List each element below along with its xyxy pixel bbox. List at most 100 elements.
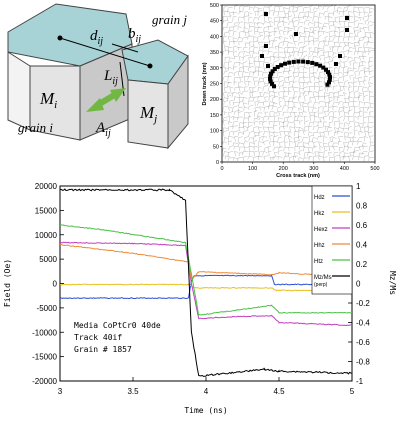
chart-x-tick-label: 3.5 bbox=[127, 387, 139, 396]
map-y-tick-label: 150 bbox=[210, 113, 219, 119]
chart-y2-tick-label: 0.2 bbox=[356, 260, 368, 269]
dij-label: dij bbox=[90, 28, 103, 47]
chart-y2-tick-label: 0.4 bbox=[356, 241, 368, 250]
mi-label: Mi bbox=[39, 89, 57, 111]
highlighted-grain bbox=[301, 59, 306, 64]
legend-label: Hdz bbox=[314, 195, 325, 201]
grain-j-side-face bbox=[167, 54, 189, 150]
grain-map: 0 100 200 300 400 500 0 50 100 150 200 250 300 350 40… bbox=[202, 3, 380, 179]
map-y-tick-label: 0 bbox=[216, 160, 219, 166]
highlighted-grain bbox=[328, 75, 332, 80]
chart-series-lines bbox=[59, 188, 353, 377]
highlighted-grain bbox=[279, 63, 284, 68]
annotation-line-2: Track 40if bbox=[74, 333, 122, 342]
highlighted-grain bbox=[270, 69, 275, 74]
legend-label: Htz bbox=[314, 259, 323, 265]
map-y-tick-label: 450 bbox=[210, 19, 219, 25]
chart-y-tick-label: 10000 bbox=[35, 231, 58, 240]
chart-x-ticks: 3 3.5 4 4.5 5 bbox=[58, 377, 355, 396]
map-y-tick-label: 50 bbox=[213, 144, 219, 150]
chart-y-tick-label: -10000 bbox=[32, 328, 57, 337]
map-y-tick-label: 500 bbox=[210, 3, 219, 9]
highlighted-grain bbox=[275, 65, 280, 69]
highlighted-grain bbox=[324, 67, 328, 72]
legend-label: Mz/Ms bbox=[314, 275, 332, 281]
highlighted-grain bbox=[268, 76, 272, 81]
chart-y-tick-label: -15000 bbox=[32, 353, 57, 362]
chart-y-tick-label: 20000 bbox=[35, 182, 58, 191]
grain-map-y-ticks: 0 50 100 150 200 250 300 350 400 450 500 bbox=[210, 3, 222, 166]
chart-x-tick-label: 3 bbox=[58, 387, 63, 396]
chart-y-tick-label: 15000 bbox=[35, 206, 58, 215]
map-x-tick-label: 0 bbox=[220, 166, 223, 172]
chart-y2-tick-label: 0 bbox=[356, 280, 361, 289]
legend-label-sub: (perp) bbox=[314, 282, 328, 288]
grain-map-x-label: Cross track (nm) bbox=[276, 173, 320, 179]
chart-y2-tick-label: -0.8 bbox=[356, 358, 370, 367]
highlighted-grain bbox=[272, 84, 276, 89]
map-x-tick-label: 300 bbox=[309, 166, 318, 172]
highlighted-grain bbox=[291, 59, 296, 64]
highlighted-grain bbox=[345, 16, 349, 20]
chart-y2-tick-label: 1 bbox=[356, 182, 361, 191]
annotation-line-1: Media CoPtCr0 40de bbox=[74, 321, 161, 330]
bij-label: bij bbox=[128, 26, 141, 45]
highlighted-grain bbox=[264, 12, 268, 16]
highlighted-grain bbox=[338, 54, 342, 58]
highlighted-grain bbox=[321, 65, 326, 70]
chart-plot-area bbox=[59, 185, 353, 382]
highlighted-grain bbox=[296, 59, 301, 64]
map-y-tick-label: 100 bbox=[210, 129, 219, 135]
map-y-tick-label: 300 bbox=[210, 66, 219, 72]
highlighted-grain bbox=[327, 77, 332, 82]
highlighted-grain bbox=[287, 60, 292, 65]
chart-y-tick-label: 5000 bbox=[39, 255, 57, 264]
highlighted-grain bbox=[318, 63, 323, 68]
annotation-line-3: Grain # 1857 bbox=[74, 345, 132, 354]
map-x-tick-label: 100 bbox=[248, 166, 257, 172]
chart-y2-tick-label: 0.8 bbox=[356, 202, 368, 211]
series-line-hexz bbox=[59, 241, 353, 327]
chart-y2-tick-label: -1 bbox=[356, 377, 364, 386]
highlighted-grain bbox=[272, 67, 277, 71]
chart-y2-label: Mz/Ms bbox=[388, 271, 397, 295]
highlighted-grain bbox=[260, 54, 264, 58]
highlighted-grain bbox=[294, 32, 298, 36]
grain-i-center-dot bbox=[57, 35, 63, 41]
highlighted-grain bbox=[305, 60, 310, 65]
bij-line bbox=[111, 43, 139, 53]
map-y-tick-label: 350 bbox=[210, 50, 219, 56]
highlighted-grain bbox=[268, 74, 273, 79]
mj-label: Mj bbox=[139, 103, 157, 125]
map-x-tick-label: 500 bbox=[370, 166, 379, 172]
grain-cells bbox=[221, 4, 376, 164]
highlighted-grain bbox=[270, 81, 274, 86]
chart-y2-tick-label: -0.6 bbox=[356, 338, 370, 347]
highlighted-grain bbox=[268, 79, 273, 84]
chart-y2-tick-label: 0.6 bbox=[356, 221, 368, 230]
map-y-tick-label: 200 bbox=[210, 97, 219, 103]
map-x-tick-label: 200 bbox=[279, 166, 288, 172]
grain-map-plot-area bbox=[221, 4, 376, 163]
chart-y-tick-label: 0 bbox=[53, 280, 58, 289]
chart-legend: Hdz Hkz Hexz Hhz Htz Mz/Ms(perp) bbox=[311, 185, 353, 295]
grain-boundaries bbox=[221, 4, 376, 164]
chart-y2-ticks: 1 0.8 0.6 0.4 0.2 0 -0.2 -0.4 -0.6 -0.8 -1 bbox=[348, 182, 370, 386]
series-line-hdz bbox=[59, 274, 353, 300]
grain-j-label: grain j bbox=[152, 12, 187, 27]
chart-y-tick-label: -5000 bbox=[37, 304, 58, 313]
legend-label: Hkz bbox=[314, 211, 324, 217]
chart-annotation: Media CoPtCr0 40de Track 40if Grain # 18… bbox=[74, 321, 161, 354]
highlighted-grain bbox=[314, 62, 319, 67]
chart-x-tick-label: 5 bbox=[350, 387, 355, 396]
series-line-mz-ms-perp- bbox=[59, 188, 353, 377]
chart-y2-tick-label: -0.2 bbox=[356, 299, 370, 308]
map-y-tick-label: 250 bbox=[210, 82, 219, 88]
highlighted-grain bbox=[326, 70, 330, 75]
grain-map-x-ticks: 0 100 200 300 400 500 bbox=[220, 162, 380, 172]
highlighted-grains bbox=[260, 12, 349, 89]
map-x-tick-label: 400 bbox=[340, 166, 349, 172]
highlighted-grain bbox=[269, 71, 273, 76]
series-line-hhz bbox=[59, 243, 353, 280]
